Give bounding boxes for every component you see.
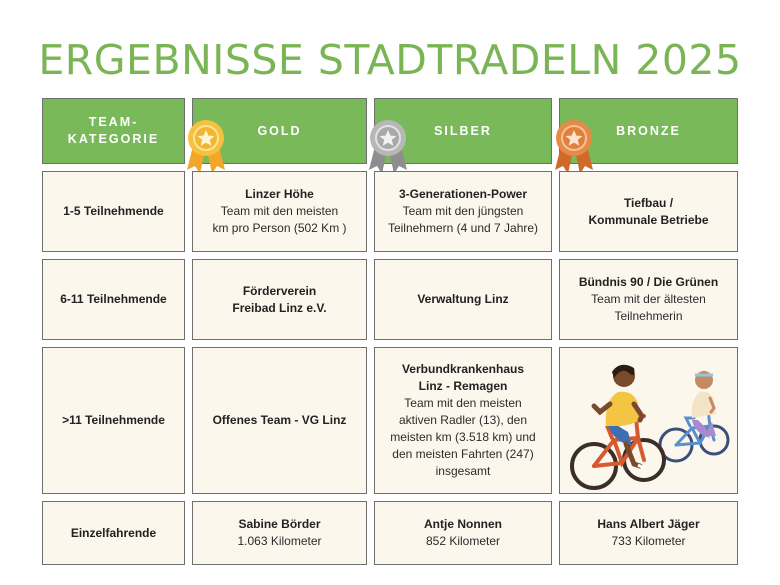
cell-row2-gold: Förderverein Freibad Linz e.V. <box>192 259 367 340</box>
winner-detail: 1.063 Kilometer <box>237 534 322 548</box>
winner-detail: km pro Person (502 Km ) <box>212 221 347 235</box>
winner-detail: den meisten Fahrten (247) <box>392 447 534 461</box>
row-label-individual: Einzelfahrende <box>42 501 185 565</box>
winner-name: Freibad Linz e.V. <box>232 300 327 315</box>
winner-detail: meisten km (3.518 km) und <box>390 430 536 444</box>
bronze-medal-icon <box>553 118 595 178</box>
winner-detail: Teilnehmern (4 und 7 Jahre) <box>387 221 539 235</box>
winner-detail: Team mit den jüngsten <box>402 204 524 218</box>
header-team-category: TEAM- KATEGORIE <box>42 98 185 164</box>
cell-row4-gold: Sabine Börder 1.063 Kilometer <box>192 501 367 565</box>
winner-name: Tiefbau / <box>623 195 674 210</box>
winner-name: Kommunale Betriebe <box>588 212 709 227</box>
row-label-over-11: >11 Teilnehmende <box>42 347 185 494</box>
winner-name: Linz - Remagen <box>418 379 508 393</box>
cell-row2-bronze: Bündnis 90 / Die Grünen Team mit der ält… <box>559 259 738 340</box>
winner-name: Offenes Team - VG Linz <box>212 413 347 427</box>
winner-name: Bündnis 90 / Die Grünen <box>578 275 719 289</box>
winner-detail: aktiven Radler (13), den <box>398 413 528 427</box>
cell-row4-bronze: Hans Albert Jäger 733 Kilometer <box>559 501 738 565</box>
cell-row1-gold: Linzer Höhe Team mit den meisten km pro … <box>192 171 367 252</box>
header-category-line2: KATEGORIE <box>67 132 160 146</box>
winner-detail: 733 Kilometer <box>611 534 686 548</box>
cell-row2-silver: Verwaltung Linz <box>374 259 552 340</box>
cyclists-illustration <box>569 364 729 490</box>
winner-detail: insgesamt <box>435 464 491 478</box>
cell-row3-bronze <box>559 347 738 494</box>
cell-row3-gold: Offenes Team - VG Linz <box>192 347 367 494</box>
header-silver-label: SILBER <box>434 124 492 138</box>
header-gold-label: GOLD <box>257 124 302 138</box>
winner-name: Linzer Höhe <box>245 187 314 201</box>
row-label-1-5: 1-5 Teilnehmende <box>42 171 185 252</box>
winner-name: Verbundkrankenhaus <box>401 362 525 376</box>
gold-medal-icon <box>185 118 227 178</box>
page-title: ERGEBNISSE STADTRADELN 2025 <box>38 36 742 84</box>
winner-name: Sabine Börder <box>238 517 321 531</box>
winner-name: Verwaltung Linz <box>417 292 509 306</box>
winner-name: Hans Albert Jäger <box>597 517 700 531</box>
header-category-line1: TEAM- <box>88 115 139 129</box>
winner-detail: Team mit den meisten <box>220 204 339 218</box>
header-bronze-label: BRONZE <box>616 124 681 138</box>
winner-name: Förderverein <box>242 283 317 298</box>
winner-name: 3-Generationen-Power <box>398 187 528 201</box>
winner-detail: Team mit der ältesten <box>591 292 706 306</box>
cell-row3-silver: Verbundkrankenhaus Linz - Remagen Team m… <box>374 347 552 494</box>
cell-row1-silver: 3-Generationen-Power Team mit den jüngst… <box>374 171 552 252</box>
winner-detail: Team mit den meisten <box>404 396 522 410</box>
cell-row4-silver: Antje Nonnen 852 Kilometer <box>374 501 552 565</box>
silver-medal-icon <box>367 118 409 178</box>
winner-detail: Teilnehmerin <box>614 309 683 323</box>
winner-detail: 852 Kilometer <box>425 534 501 548</box>
cell-row1-bronze: Tiefbau / Kommunale Betriebe <box>559 171 738 252</box>
winner-name: Antje Nonnen <box>424 517 502 531</box>
row-label-6-11: 6-11 Teilnehmende <box>42 259 185 340</box>
